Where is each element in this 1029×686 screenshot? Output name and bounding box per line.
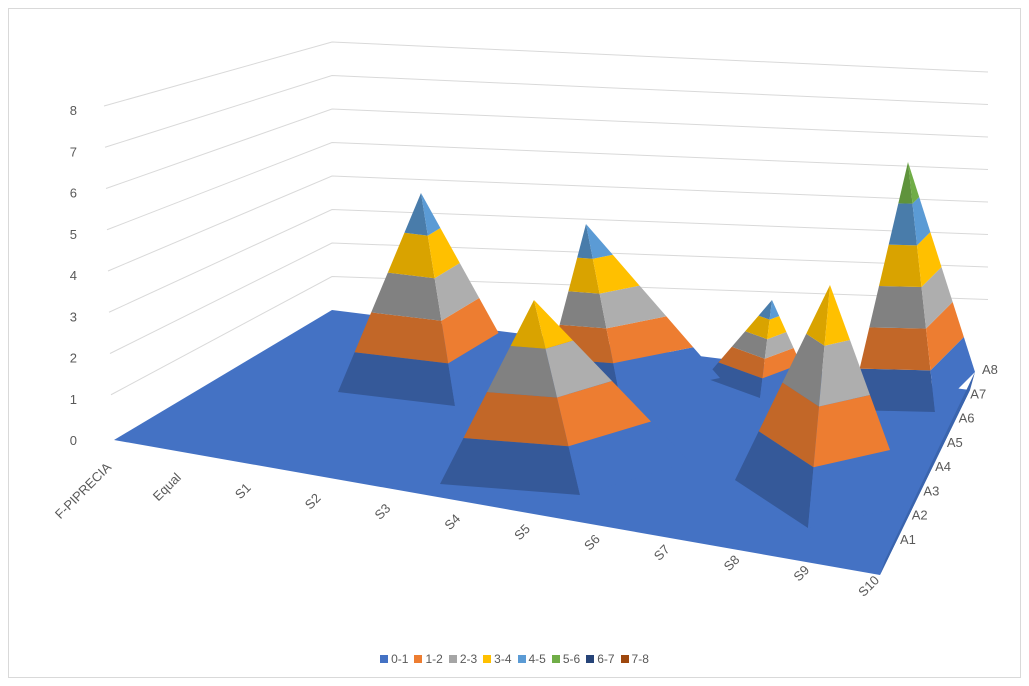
peak-band-left	[869, 286, 926, 329]
x-tick-label: S2	[302, 490, 324, 512]
y-tick-label: A6	[959, 411, 975, 426]
gridline	[104, 42, 988, 106]
legend-swatch	[518, 655, 526, 663]
legend-label: 0-1	[391, 652, 408, 666]
x-tick-label: S9	[790, 562, 812, 584]
x-tick-label: S1	[232, 480, 254, 502]
peak-band-left	[879, 245, 922, 287]
surface-peak-f	[850, 162, 975, 412]
legend-item: 4-5	[518, 652, 546, 666]
x-tick-label: S4	[441, 511, 463, 533]
x-tick-label: S6	[581, 531, 603, 553]
z-tick-label: 2	[70, 351, 77, 366]
y-tick-label: A1	[900, 532, 916, 547]
legend-item: 2-3	[449, 652, 477, 666]
y-tick-label: A2	[912, 508, 928, 523]
z-tick-label: 6	[70, 186, 77, 201]
z-tick-label: 3	[70, 309, 77, 324]
z-axis-tick-labels: 0 1 2 3 4 5 6 7 8	[70, 103, 77, 448]
legend-swatch	[552, 655, 560, 663]
x-tick-label: S3	[372, 501, 394, 523]
legend-item: 6-7	[586, 652, 614, 666]
peak-band-left	[860, 327, 931, 370]
legend-item: 7-8	[621, 652, 649, 666]
x-tick-label: S8	[721, 552, 743, 574]
legend-swatch	[414, 655, 422, 663]
legend-swatch	[380, 655, 388, 663]
peak-band-left	[889, 203, 917, 245]
legend-item: 1-2	[414, 652, 442, 666]
x-tick-label: S10	[855, 573, 882, 600]
legend: 0-1 1-2 2-3 3-4 4-5 5-6 6-7 7-8	[0, 652, 1029, 666]
legend-label: 6-7	[597, 652, 614, 666]
legend-label: 3-4	[494, 652, 511, 666]
z-tick-label: 5	[70, 227, 77, 242]
legend-item: 0-1	[380, 652, 408, 666]
peak-band-left	[388, 233, 435, 278]
legend-swatch	[449, 655, 457, 663]
z-tick-label: 0	[70, 433, 77, 448]
gridline	[105, 76, 988, 148]
gridline	[108, 176, 988, 271]
z-tick-label: 7	[70, 144, 77, 159]
legend-label: 2-3	[460, 652, 477, 666]
y-tick-label: A8	[982, 362, 998, 377]
x-tick-label: S7	[651, 542, 673, 564]
legend-label: 4-5	[529, 652, 546, 666]
z-tick-label: 4	[70, 268, 77, 283]
legend-label: 5-6	[563, 652, 580, 666]
z-tick-label: 8	[70, 103, 77, 118]
x-tick-label: F-PIPRECIA	[52, 459, 114, 521]
x-tick-label: S5	[511, 521, 533, 543]
y-tick-label: A4	[935, 459, 951, 474]
peak-band-left	[371, 273, 441, 321]
gridline	[106, 109, 988, 189]
z-tick-label: 1	[70, 392, 77, 407]
surface-peak-a	[338, 193, 518, 406]
y-tick-label: A3	[923, 483, 939, 498]
legend-label: 7-8	[632, 652, 649, 666]
legend-item: 3-4	[483, 652, 511, 666]
legend-swatch	[621, 655, 629, 663]
y-tick-label: A5	[947, 435, 963, 450]
legend-label: 1-2	[425, 652, 442, 666]
gridline	[109, 210, 988, 313]
gridline	[107, 143, 988, 230]
legend-swatch	[586, 655, 594, 663]
legend-swatch	[483, 655, 491, 663]
y-tick-label: A7	[970, 386, 986, 401]
legend-item: 5-6	[552, 652, 580, 666]
peak-band-left	[560, 291, 607, 328]
x-tick-label: Equal	[150, 470, 184, 504]
